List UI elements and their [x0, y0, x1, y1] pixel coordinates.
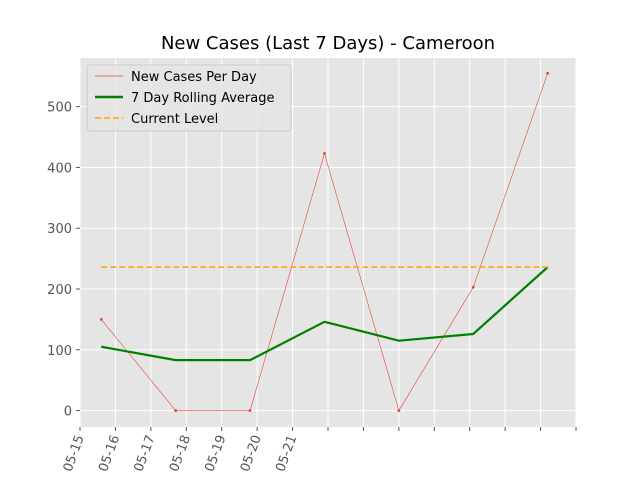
legend-box	[86, 64, 292, 132]
legend-label-current-level: Current Level	[131, 112, 218, 127]
x-tick-label: 05-18	[167, 433, 194, 474]
data-point-new-cases	[174, 409, 178, 412]
data-point-new-cases	[397, 409, 401, 412]
legend-label-rolling-average: 7 Day Rolling Average	[131, 91, 274, 106]
y-axis: 0 100 200 300 400 500	[47, 101, 80, 420]
data-point-new-cases	[99, 318, 103, 321]
y-tick-label: 500	[47, 101, 72, 116]
y-tick-label: 200	[47, 283, 72, 298]
x-axis: 05-15 05-16 05-17 05-18 05-19 05-20 05-21	[61, 427, 577, 474]
x-tick-label: 05-15	[61, 433, 88, 474]
data-point-new-cases	[248, 409, 252, 412]
x-tick-label: 05-21	[273, 433, 300, 474]
y-tick-label: 300	[47, 222, 72, 237]
y-tick-label: 0	[64, 405, 72, 420]
x-tick-label: 05-17	[132, 433, 159, 474]
data-point-new-cases	[323, 152, 326, 155]
legend: New Cases Per Day 7 Day Rolling Average …	[86, 64, 292, 132]
x-tick-label: 05-19	[202, 433, 229, 474]
x-tick-label: 05-20	[238, 433, 265, 474]
x-tick-label: 05-16	[96, 433, 123, 474]
y-tick-label: 100	[47, 344, 72, 359]
data-point-new-cases	[546, 71, 550, 75]
legend-label-new-cases: New Cases Per Day	[131, 70, 257, 85]
y-tick-label: 400	[47, 161, 72, 176]
chart-title: New Cases (Last 7 Days) - Cameroon	[161, 33, 495, 54]
series-layer	[99, 71, 550, 412]
series-line-rolling-average	[101, 266, 549, 362]
data-point-new-cases	[471, 285, 475, 289]
